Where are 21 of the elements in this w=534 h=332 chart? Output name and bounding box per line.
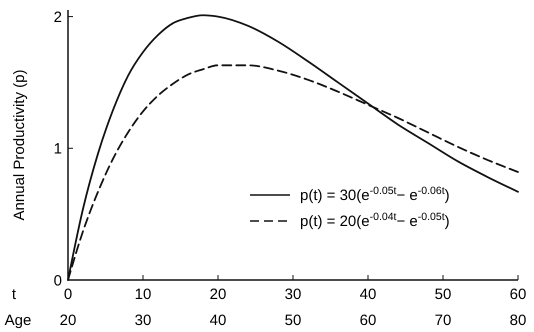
legend-label: p(t) = 30(e$^{-0.05t}$− e$^{-0.06t}$)	[300, 185, 450, 204]
x2-tick-label: 30	[134, 312, 152, 329]
y-tick-label: 0	[54, 272, 62, 290]
y-axis-title: Annual Productivity (p)	[11, 70, 28, 220]
x2-tick-label: 20	[60, 312, 76, 329]
x-tick-label: 50	[434, 286, 452, 303]
x2-tick-label: 60	[360, 312, 376, 329]
x-tick-label: 60	[510, 286, 526, 303]
x2-tick-label: 80	[510, 312, 526, 329]
x2-axis-title: Age	[4, 312, 32, 329]
x2-tick-label: 40	[210, 312, 226, 329]
x-tick-label: 30	[284, 286, 302, 303]
x2-tick-label: 50	[284, 312, 302, 329]
x2-tick-label: 70	[434, 312, 452, 329]
x-axis-title: t	[12, 286, 17, 303]
y-tick-label: 2	[54, 8, 62, 26]
x-tick-label: 10	[134, 286, 152, 303]
y-tick-label: 1	[54, 140, 62, 158]
x-tick-label: 20	[210, 286, 226, 303]
x-tick-label: 40	[360, 286, 376, 303]
legend-label: p(t) = 20(e$^{-0.04t}$− e$^{-0.05t}$)	[300, 211, 450, 230]
